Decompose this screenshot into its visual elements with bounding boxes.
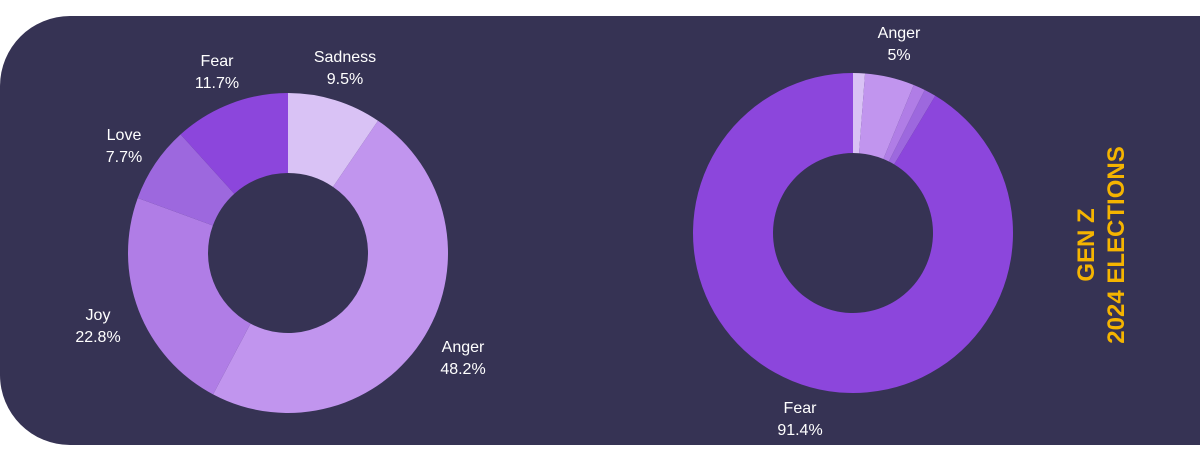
chart0-value-sadness: 9.5% — [327, 71, 363, 88]
chart0-slice-joy — [127, 198, 251, 395]
side-title-line1: GEN Z — [1073, 208, 1100, 282]
chart0-label-love: Love — [107, 127, 142, 144]
chart0-value-fear: 11.7% — [195, 75, 239, 92]
chart1-slice-segment-0 — [853, 73, 866, 154]
chart0-slice-love — [137, 134, 235, 226]
chart0-value-anger: 48.2% — [440, 361, 485, 378]
chart0-label-sadness: Sadness — [314, 49, 376, 66]
chart0-slice-sadness — [288, 93, 379, 187]
chart0-slice-fear — [180, 93, 288, 194]
chart0-value-love: 7.7% — [106, 149, 142, 166]
side-title-line2: 2024 ELECTIONS — [1103, 146, 1130, 344]
chart1-slice-segment-3 — [888, 89, 936, 165]
donut-chart-right: Anger 5% Fear 91.4% — [692, 25, 1013, 439]
chart1-slice-anger — [859, 73, 914, 159]
chart1-slice-segment-2 — [883, 84, 925, 162]
chart0-value-joy: 22.8% — [75, 329, 120, 346]
chart0-slice-anger — [213, 120, 449, 414]
chart0-label-joy: Joy — [86, 307, 111, 324]
donut-chart-left: Sadness 9.5% Anger 48.2% Joy 22.8% Love 7.7% Fea… — [75, 49, 486, 414]
chart1-label-anger: Anger — [878, 25, 921, 42]
chart1-value-anger: 5% — [887, 47, 910, 64]
side-title: GEN Z 2024 ELECTIONS — [1072, 146, 1132, 343]
chart0-label-anger: Anger — [442, 339, 485, 356]
chart1-label-fear: Fear — [784, 400, 818, 417]
chart0-label-fear: Fear — [201, 53, 235, 70]
chart1-slice-fear — [692, 73, 1013, 393]
chart1-value-fear: 91.4% — [777, 422, 822, 439]
